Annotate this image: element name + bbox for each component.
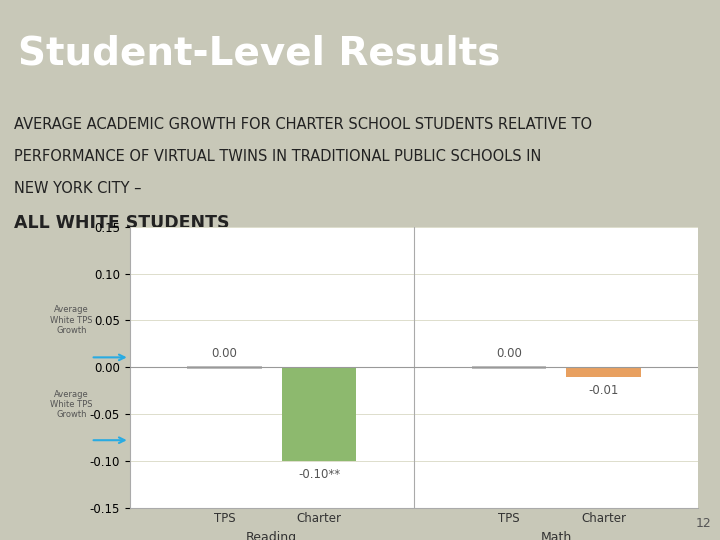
Text: Average
White TPS
Growth: Average White TPS Growth — [50, 306, 93, 335]
Text: 12: 12 — [696, 517, 711, 530]
Text: 0.00: 0.00 — [496, 347, 522, 360]
Text: -0.10**: -0.10** — [298, 468, 341, 481]
Text: Student-Level Results: Student-Level Results — [18, 35, 500, 72]
Text: Charter: Charter — [297, 512, 342, 525]
Bar — [187, 366, 261, 369]
Text: -0.01: -0.01 — [588, 384, 618, 397]
Text: Reading: Reading — [246, 531, 297, 540]
Bar — [472, 366, 546, 369]
Bar — [282, 367, 356, 461]
Text: PERFORMANCE OF VIRTUAL TWINS IN TRADITIONAL PUBLIC SCHOOLS IN: PERFORMANCE OF VIRTUAL TWINS IN TRADITIO… — [14, 149, 541, 164]
Text: NEW YORK CITY –: NEW YORK CITY – — [14, 181, 142, 197]
Text: Math: Math — [541, 531, 572, 540]
Text: 0.00: 0.00 — [212, 347, 238, 360]
Text: ALL WHITE STUDENTS: ALL WHITE STUDENTS — [14, 214, 230, 232]
Bar — [567, 367, 641, 376]
Text: TPS: TPS — [498, 512, 520, 525]
Text: AVERAGE ACADEMIC GROWTH FOR CHARTER SCHOOL STUDENTS RELATIVE TO: AVERAGE ACADEMIC GROWTH FOR CHARTER SCHO… — [14, 117, 593, 132]
Text: Charter: Charter — [581, 512, 626, 525]
Text: TPS: TPS — [214, 512, 235, 525]
Text: Average
White TPS
Growth: Average White TPS Growth — [50, 390, 93, 420]
